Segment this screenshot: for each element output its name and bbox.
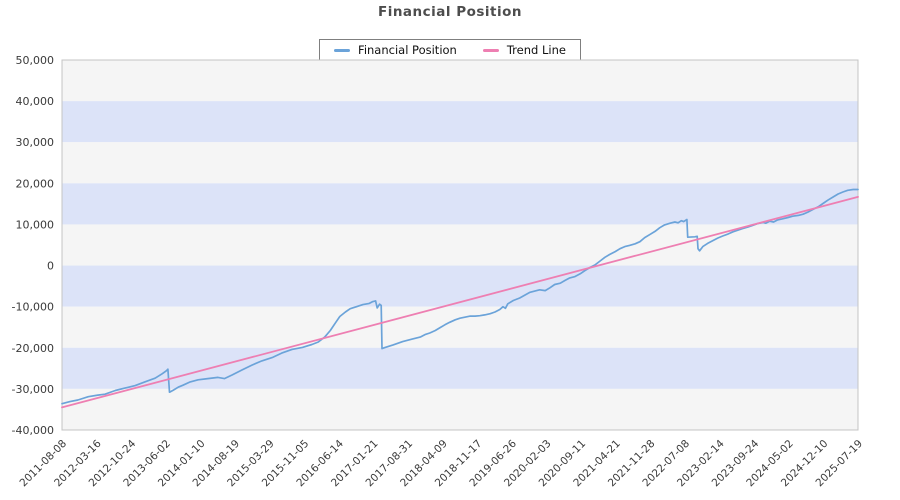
plot-band	[62, 60, 858, 102]
plot-band	[62, 142, 858, 184]
plot-band	[62, 347, 858, 389]
y-tick-label: -20,000	[12, 342, 54, 355]
plot-band	[62, 183, 858, 225]
y-tick-label: 10,000	[16, 218, 55, 231]
plot-band	[62, 388, 858, 430]
chart-title: Financial Position	[377, 4, 523, 20]
trend-line-line	[61, 195, 859, 409]
y-tick-label: -30,000	[12, 383, 54, 396]
y-tick-label: 50,000	[16, 54, 55, 67]
plot-band	[62, 265, 858, 307]
plot-band	[62, 101, 858, 143]
y-tick-label: -40,000	[12, 424, 54, 437]
y-tick-label: 20,000	[16, 177, 55, 190]
plot-band	[62, 306, 858, 348]
y-tick-label: 0	[47, 260, 54, 273]
y-tick-label: 30,000	[16, 136, 55, 149]
financial-position-line	[61, 188, 859, 405]
y-tick-label: 40,000	[16, 95, 55, 108]
plot-border	[61, 59, 859, 431]
y-tick-label: -10,000	[12, 301, 54, 314]
